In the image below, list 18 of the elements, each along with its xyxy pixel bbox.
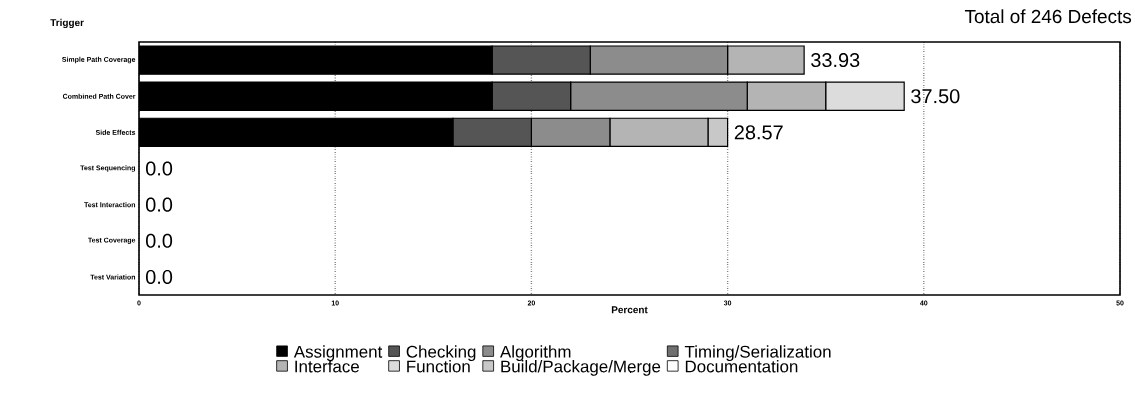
annotation: 0.0 (145, 269, 173, 284)
annotation: 0.0 (145, 233, 173, 248)
chart-title: Total of 246 Defects (964, 9, 1132, 24)
legend-label: Checking (406, 345, 476, 362)
legend-label: Function (407, 360, 470, 373)
legend-label: Algorithm (499, 345, 571, 362)
annotation: 33.93 (811, 53, 860, 68)
legend-label: Assignment (293, 345, 383, 362)
annotation: 28.57 (734, 125, 783, 140)
y-axis-title: Trigger (50, 18, 84, 29)
legend-label: Timing/Serialization (684, 345, 831, 362)
legend-label: Build/Package/Merge (501, 360, 661, 376)
annotation: 0.0 (145, 161, 173, 176)
annotation: 37.50 (911, 89, 960, 104)
legend-label: Interface (295, 360, 359, 373)
x-axis-title: Percent (611, 306, 648, 314)
legend-label: Documentation (685, 360, 798, 373)
annotation: 0.0 (145, 197, 173, 212)
